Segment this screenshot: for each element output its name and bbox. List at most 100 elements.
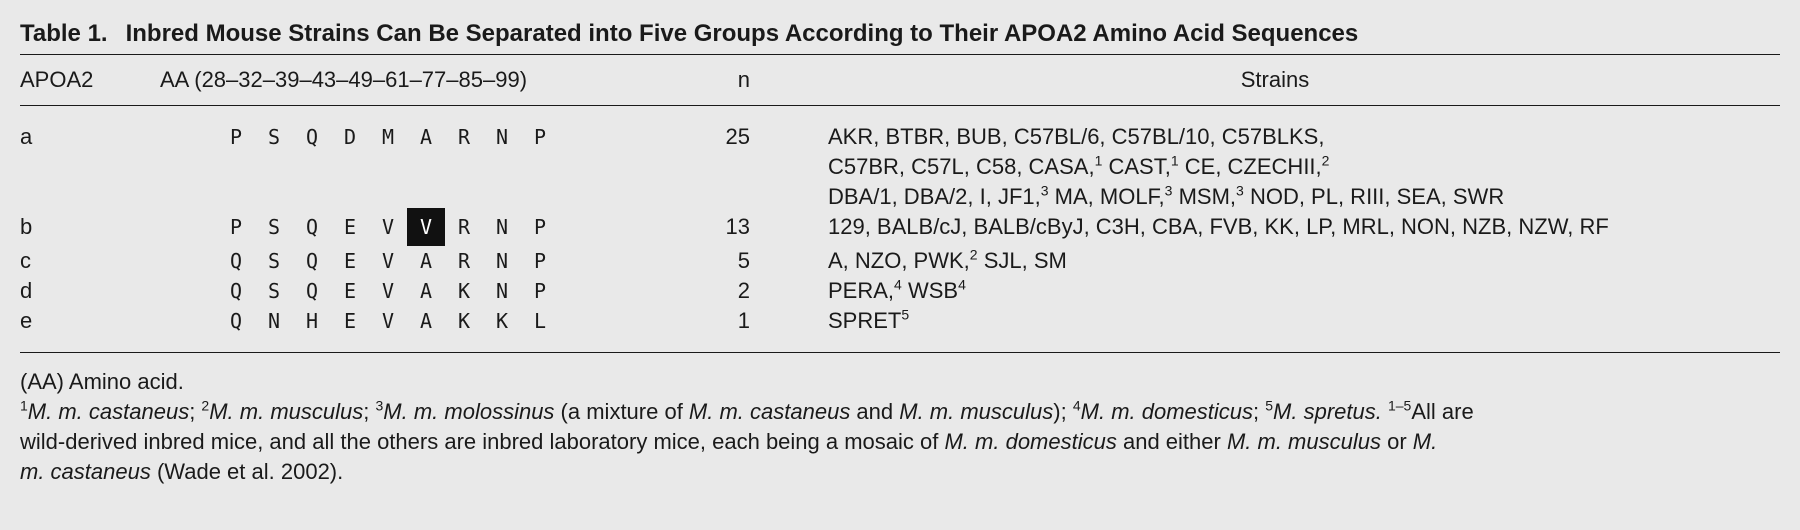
residue: E [343,215,357,239]
residue: N [495,249,509,273]
residue: S [267,279,281,303]
table-body: a P S Q D M A R N P 25 AKR, BTBR, BUB, C57BL/6, C57… [20,106,1780,352]
residue: S [267,125,281,149]
header-n: n [737,67,750,92]
text-run: and either [1116,429,1227,454]
residue: V [381,279,395,303]
residue: H [305,309,319,333]
residue: P [533,249,547,273]
residue: K [495,309,509,333]
strain-count: 5 [737,248,750,273]
residue: M [381,125,395,149]
table-row: e Q N H E V A K K L 1 SPRET5 [20,306,1780,352]
strain-line: 129, BALB/cJ, BALB/cByJ, C3H, CBA, FVB, … [828,212,1780,242]
residue: Q [305,215,319,239]
residue: A [419,309,433,333]
residue: Q [305,125,319,149]
footnote-marker: 1 [1170,152,1179,169]
header-strains: Strains [1240,67,1310,92]
highlighted-residue: V [407,208,445,246]
footnote-marker: 1 [1094,152,1103,169]
residue: R [457,215,471,239]
footnote-marker: 1 [20,397,28,414]
strain-line: AKR, BTBR, BUB, C57BL/6, C57BL/10, C57BL… [828,122,1780,152]
residue: A [419,249,433,273]
residue: V [381,215,395,239]
footnote-marker: 4 [958,276,966,293]
text-run: A, NZO, PWK, [828,248,970,273]
footnote-marker: 2 [1321,152,1330,169]
text-run: C57BR, C57L, C58, CASA, [828,154,1095,179]
residue: Q [305,279,319,303]
strain-count: 25 [725,124,750,149]
residue: K [457,309,471,333]
residue: A [419,125,433,149]
table-footnotes: (AA) Amino acid. 1M. m. castaneus; 2M. m.… [20,353,1780,487]
text-run: ; [1253,399,1266,424]
text-run: PERA, [828,278,895,303]
text-run: 129, BALB/cJ, BALB/cByJ, C3H, CBA, FVB, … [828,214,1609,239]
residue: V [381,309,395,333]
residue: R [457,249,471,273]
italic-text: M. m. musculus [1226,429,1381,454]
footnote-marker: 3 [1236,182,1244,199]
strain-count: 2 [737,278,750,303]
strain-list: AKR, BTBR, BUB, C57BL/6, C57BL/10, C57BL… [770,106,1780,212]
italic-text: M. m. castaneus [688,399,851,424]
apoa2-group: a [20,124,33,149]
residue: S [267,249,281,273]
footnote-marker: 3 [1040,182,1049,199]
footnote-marker: 2 [969,246,978,263]
residue: N [267,309,281,333]
italic-text: m. castaneus [20,459,151,484]
residue: P [533,215,547,239]
italic-text: M. m. molossinus [383,399,555,424]
footnote-marker: 3 [1164,182,1173,199]
footnote-line: 1M. m. castaneus; 2M. m. musculus; 3M. m… [20,397,1780,427]
italic-text: M. spretus. [1273,399,1382,424]
header-apoa2: APOA2 [20,67,94,92]
text-run: (a mixture of [554,399,689,424]
text-run: (AA) Amino acid. [20,369,184,394]
residue: Q [229,279,243,303]
table-row: a P S Q D M A R N P 25 AKR, BTBR, BUB, C57BL/6, C57… [20,106,1780,212]
residue: E [343,249,357,273]
header-rule [20,105,1780,106]
residue: N [495,215,509,239]
header-row: APOA2 AA (28–32–39–43–49–61–77–85–99) n … [20,55,1780,105]
residue: S [267,215,281,239]
residue: P [533,125,547,149]
text-run: NOD, PL, RIII, SEA, SWR [1243,184,1505,209]
footnote-marker: 5 [1265,397,1274,414]
residue: P [229,125,243,149]
apoa2-table: APOA2 AA (28–32–39–43–49–61–77–85–99) n … [20,55,1780,353]
strain-line: DBA/1, DBA/2, I, JF1,3 MA, MOLF,3 MSM,3 … [828,182,1780,212]
residue: V [381,249,395,273]
text-run: SPRET [828,308,902,333]
italic-text: M. m. domesticus [1080,399,1254,424]
table-caption: Table 1. Inbred Mouse Strains Can Be Sepa… [20,14,1780,54]
residue: N [495,279,509,303]
footnote-marker: 2 [201,397,210,414]
text-run: SJL, SM [977,248,1067,273]
top-rule [20,54,1780,55]
residue: N [495,125,509,149]
table-row: c Q S Q E V A R N P 5 A, NZO, PWK,2 SJL, SM [20,246,1780,276]
residue: K [457,279,471,303]
bottom-rule [20,352,1780,353]
italic-text: M. m. castaneus [27,399,190,424]
strain-list: PERA,4 WSB4 [770,276,1780,306]
text-run: ; [189,399,202,424]
text-run: WSB [901,278,959,303]
italic-text: M. m. domesticus [944,429,1117,454]
header-aa: AA (28–32–39–43–49–61–77–85–99) [160,67,528,92]
residue: L [533,309,547,333]
footnote-line: wild-derived inbred mice, and all the ot… [20,427,1780,457]
text-run: MA, MOLF, [1048,184,1165,209]
footnote-marker: 5 [901,306,910,323]
footnote-marker: 1–5 [1387,397,1412,414]
